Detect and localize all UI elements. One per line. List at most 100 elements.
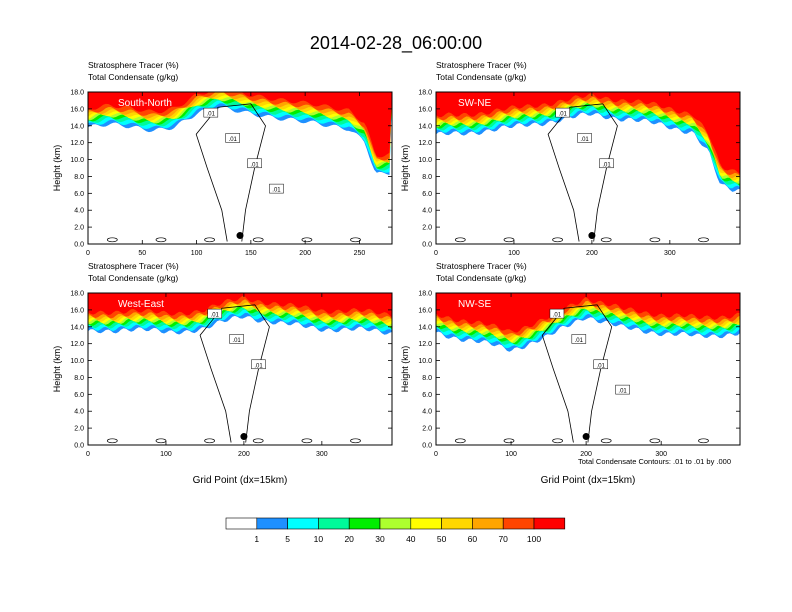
- low-cloud-contour: [301, 237, 313, 243]
- y-tick-label: 8.0: [74, 375, 84, 382]
- colorbar-label: 5: [285, 534, 290, 544]
- colorbar-swatch: [502, 517, 535, 530]
- contour-label-box: [593, 359, 608, 370]
- tracer-field: [88, 293, 392, 444]
- colorbar-label: 100: [527, 534, 541, 544]
- contour-label-box: [571, 334, 587, 344]
- contour-label-box: [207, 308, 222, 319]
- tracer-band-10: [436, 92, 740, 175]
- low-cloud-contour: [600, 237, 612, 243]
- figure-title: 2014-02-28_06:00:00: [310, 33, 482, 54]
- panel-nw-se: .01 .01 .01 .01 NW-SE Stratosphere Tracer (%)…: [400, 261, 741, 486]
- low-cloud-contour: [301, 438, 313, 444]
- y-tick-label: 10.0: [418, 157, 432, 164]
- plot-frame: [435, 292, 741, 446]
- x-tick-label: 50: [138, 250, 146, 257]
- plot-frame: [87, 91, 393, 245]
- y-tick-label: 6.0: [422, 392, 432, 399]
- plot-frame: [87, 292, 393, 446]
- tracer-band-10: [88, 293, 392, 318]
- x-tick-label: 300: [664, 250, 676, 257]
- low-cloud-contour: [106, 237, 118, 243]
- colorbar-swatch: [225, 517, 258, 530]
- colorbar-swatch: [441, 517, 473, 530]
- y-axis-label: Height (km): [52, 346, 62, 393]
- y-tick-label: 0.0: [74, 443, 84, 450]
- condensate-contour: [541, 304, 613, 443]
- y-axis-label: Height (km): [400, 346, 410, 393]
- contour-label: .01: [229, 137, 238, 143]
- low-cloud-contour: [252, 237, 264, 243]
- contour-label-box: [555, 107, 570, 118]
- contour-label: .01: [618, 389, 627, 395]
- y-tick-label: 10.0: [418, 358, 432, 365]
- subtitle-condensate: Total Condensate (g/kg): [436, 72, 526, 82]
- y-tick-label: 14.0: [70, 324, 84, 331]
- x-tick-label: 100: [160, 451, 172, 458]
- colorbar-label: 30: [375, 534, 385, 544]
- colorbar-swatch: [256, 517, 288, 530]
- contour-label: .01: [232, 338, 241, 344]
- location-marker: [240, 433, 248, 441]
- subtitle-condensate: Total Condensate (g/kg): [88, 273, 178, 283]
- tracer-field: [436, 293, 740, 444]
- colorbar-label: 1: [254, 534, 259, 544]
- y-tick-label: 14.0: [418, 123, 432, 130]
- y-axis-label: Height (km): [52, 145, 62, 192]
- y-tick-label: 12.0: [418, 140, 432, 147]
- y-tick-label: 4.0: [74, 208, 84, 215]
- y-tick-label: 4.0: [422, 208, 432, 215]
- panel-west-east: .01 .01 .01 West-East Stratosphere Tracer (%…: [52, 261, 393, 486]
- location-marker: [236, 232, 244, 240]
- y-tick-label: 14.0: [418, 324, 432, 331]
- x-tick-label: 300: [316, 451, 328, 458]
- contour-label: .01: [553, 313, 562, 319]
- condensate-contour: [199, 304, 270, 443]
- x-tick-label: 150: [245, 250, 257, 257]
- contour-label: .01: [250, 162, 259, 168]
- location-marker: [588, 232, 596, 240]
- y-tick-label: 6.0: [422, 191, 432, 198]
- subtitle-tracer: Stratosphere Tracer (%): [436, 60, 527, 70]
- contour-label-box: [549, 308, 565, 319]
- tracer-field: [436, 92, 740, 243]
- low-cloud-contour: [503, 438, 515, 444]
- contour-label: .01: [207, 112, 216, 118]
- colorbar-swatch: [410, 517, 442, 530]
- subtitle-tracer: Stratosphere Tracer (%): [88, 261, 179, 271]
- colorbar-swatch: [287, 517, 319, 530]
- contour-label-box: [247, 158, 262, 169]
- colorbar-swatch: [379, 517, 412, 530]
- contour-label: .01: [602, 162, 611, 168]
- low-cloud-contour: [552, 438, 563, 444]
- condensate-contour: [547, 103, 618, 242]
- low-cloud-contour: [600, 438, 612, 444]
- y-tick-label: 0.0: [422, 242, 432, 249]
- low-cloud-contour: [106, 438, 118, 444]
- x-tick-label: 200: [586, 250, 598, 257]
- y-tick-label: 2.0: [74, 426, 84, 433]
- x-tick-label: 100: [508, 250, 520, 257]
- y-tick-label: 10.0: [70, 157, 84, 164]
- x-tick-label: 200: [580, 451, 592, 458]
- y-tick-label: 0.0: [422, 443, 432, 450]
- contour-label: .01: [211, 313, 220, 319]
- panel-label: West-East: [118, 299, 164, 310]
- x-tick-label: 0: [86, 451, 90, 458]
- x-tick-label: 300: [655, 451, 667, 458]
- y-tick-label: 16.0: [70, 307, 84, 314]
- panel-south-north: .01 .01 .01 .01 South-North Stratosphere Trac…: [52, 60, 393, 257]
- x-axis-label: Grid Point (dx=15km): [541, 475, 636, 486]
- contour-label: .01: [575, 338, 584, 344]
- x-tick-label: 0: [434, 250, 438, 257]
- contour-label: .01: [597, 363, 606, 369]
- low-cloud-contour: [204, 438, 215, 444]
- y-tick-label: 4.0: [74, 409, 84, 416]
- contour-label-box: [203, 107, 219, 118]
- colorbar-label: 60: [468, 534, 478, 544]
- panel-label: SW-NE: [458, 98, 491, 109]
- contour-label-box: [615, 384, 630, 395]
- tracer-band-8: [436, 92, 740, 179]
- subtitle-tracer: Stratosphere Tracer (%): [88, 60, 179, 70]
- low-cloud-contour: [350, 438, 361, 444]
